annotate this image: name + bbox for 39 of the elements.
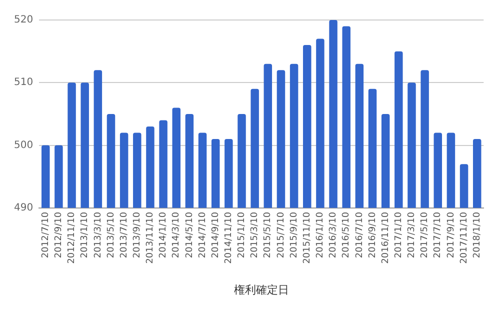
x-tick-label: 2014/3/10	[172, 212, 182, 258]
y-tick-label: 490	[14, 202, 34, 214]
x-tick-label: 2016/11/10	[380, 212, 391, 264]
x-tick-label: 2017/5/10	[420, 212, 430, 258]
x-tick-label: 2017/1/10	[394, 212, 404, 258]
x-tick-label: 2014/7/10	[198, 212, 208, 258]
x-tick-label: 2016/3/10	[328, 212, 339, 258]
x-tick-label: 2015/3/10	[250, 212, 260, 258]
x-tick-label: 2016/9/10	[368, 212, 378, 258]
x-tick-label: 2012/11/10	[67, 212, 78, 264]
x-tick-label: 2013/5/10	[106, 212, 116, 258]
x-tick-label: 2013/1/10	[80, 212, 90, 258]
x-tick-label: 2015/5/10	[263, 212, 274, 258]
x-tick-label: 2012/9/10	[54, 212, 64, 258]
x-tick-label: 2017/9/10	[446, 212, 456, 258]
x-tick-label: 2014/11/10	[224, 212, 234, 264]
x-tick-label: 2015/1/10	[237, 212, 248, 258]
x-tick-label: 2013/11/10	[146, 212, 156, 264]
x-tick-label: 2016/5/10	[342, 212, 352, 258]
x-tick-label: 2015/11/10	[302, 212, 312, 264]
x-tick-label: 2017/3/10	[407, 212, 418, 258]
x-tick-label: 2015/9/10	[289, 212, 300, 258]
x-tick-label: 2012/7/10	[40, 212, 51, 258]
x-tick-label: 2013/7/10	[119, 212, 130, 258]
y-tick-label: 500	[14, 140, 34, 151]
x-tick-label: 2014/1/10	[158, 212, 169, 258]
x-tick-label: 2016/1/10	[316, 212, 326, 258]
x-tick-label: 2013/9/10	[132, 212, 142, 258]
x-tick-label: 2013/3/10	[93, 212, 104, 258]
y-tick-label: 520	[14, 14, 34, 26]
x-axis-title: 権利確定日	[234, 283, 289, 296]
x-tick-label: 2018/1/10	[472, 212, 482, 258]
x-tick-label: 2016/7/10	[354, 212, 365, 258]
x-tick-label: 2014/9/10	[210, 212, 221, 258]
y-tick-label: 510	[14, 77, 34, 88]
x-tick-label: 2017/7/10	[433, 212, 444, 258]
x-tick-label: 2014/5/10	[184, 212, 195, 258]
x-tick-label: 2015/7/10	[276, 212, 286, 258]
x-tick-label: 2017/11/10	[459, 212, 470, 264]
